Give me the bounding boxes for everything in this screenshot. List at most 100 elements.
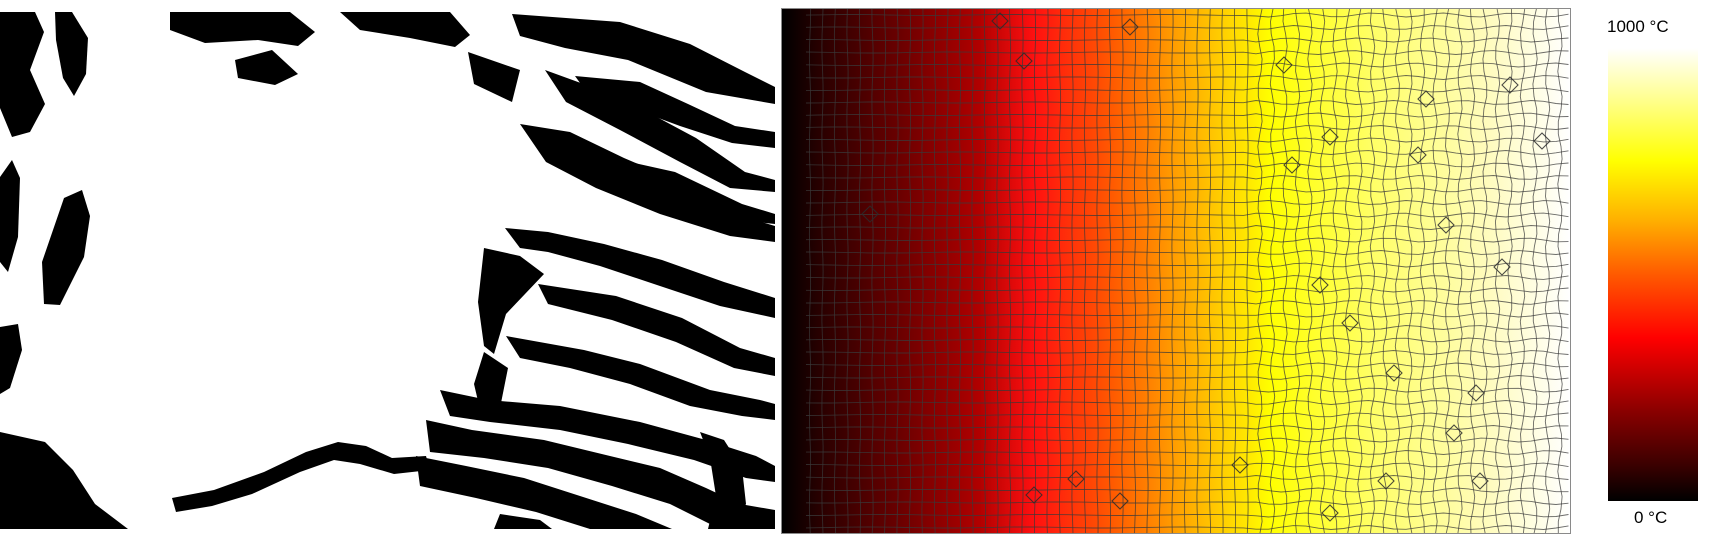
mesh-diamond-cell [1467, 384, 1485, 402]
binary-dark-region-lower-band-3 [416, 456, 672, 529]
mesh-horizontal-line [805, 212, 1569, 218]
mesh-vertical-line [933, 9, 937, 533]
mesh-vertical-line [1096, 9, 1099, 533]
mesh-horizontal-line [805, 187, 1569, 193]
thermal-mesh-grid [805, 9, 1569, 533]
mesh-vertical-line [1221, 9, 1224, 533]
mesh-vertical-line [1294, 9, 1301, 533]
mesh-vertical-line [1494, 9, 1501, 533]
mesh-diamond-cell [1501, 76, 1519, 94]
mesh-diamond-cell [991, 12, 1009, 30]
binary-dark-region-top-band-8 [575, 76, 775, 148]
mesh-diamond-cell [1445, 424, 1463, 442]
binary-dark-region-left-mid-2 [42, 190, 90, 305]
binary-dark-region-middle-band-3 [538, 284, 775, 376]
mesh-horizontal-line [806, 37, 1569, 43]
mesh-vertical-line [1282, 9, 1288, 533]
mesh-horizontal-line [805, 225, 1569, 230]
mesh-diamond-cell [1231, 456, 1249, 474]
binary-dark-region-top-band-2 [235, 50, 298, 85]
mesh-vertical-line [1058, 9, 1062, 533]
mesh-horizontal-line [805, 25, 1569, 30]
mesh-horizontal-line [806, 250, 1569, 255]
mesh-vertical-line [1033, 9, 1037, 533]
mesh-horizontal-line [805, 62, 1569, 68]
mesh-vertical-line [1457, 9, 1463, 533]
binary-dark-region-left-top-2 [55, 12, 88, 96]
mesh-diamond-cell [1533, 132, 1551, 150]
binary-microstructure-image [0, 12, 775, 529]
mesh-horizontal-line [805, 400, 1569, 405]
mesh-horizontal-line [805, 112, 1569, 118]
mesh-diamond-cell [1067, 470, 1085, 488]
binary-dark-region-top-band-6 [545, 70, 775, 192]
mesh-vertical-line [1208, 9, 1212, 533]
thermal-mesh-panel [781, 8, 1571, 534]
binary-dark-region-lower-band-1 [440, 390, 775, 482]
mesh-horizontal-line [805, 387, 1569, 393]
mesh-vertical-line [1071, 9, 1074, 533]
mesh-vertical-line [1008, 9, 1012, 533]
mesh-vertical-line [958, 9, 962, 533]
mesh-vertical-line [1046, 9, 1049, 533]
mesh-diamond-cell [1437, 216, 1455, 234]
mesh-horizontal-line [805, 412, 1569, 418]
mesh-vertical-line [983, 9, 987, 533]
binary-dark-region-lower-grain-boundary [172, 442, 430, 512]
binary-dark-region-middle-band-1 [505, 228, 775, 318]
mesh-vertical-line [1444, 9, 1451, 533]
mesh-vertical-line [1246, 9, 1249, 533]
mesh-horizontal-line [805, 287, 1569, 293]
mesh-diamond-cell [1283, 156, 1301, 174]
mesh-vertical-line [1519, 9, 1526, 533]
binary-dark-region-top-band-5 [512, 14, 775, 104]
mesh-vertical-line [1557, 9, 1563, 533]
mesh-vertical-line [1332, 9, 1338, 533]
mesh-vertical-line [1133, 9, 1137, 533]
mesh-horizontal-line [805, 75, 1569, 80]
binary-dark-region-left-mid [0, 160, 20, 272]
mesh-horizontal-line [805, 500, 1569, 505]
mesh-diamond-cell [1321, 504, 1339, 522]
mesh-vertical-line [996, 9, 999, 533]
mesh-horizontal-line [805, 375, 1569, 380]
legend-max-label: 1000 °C [1607, 17, 1669, 36]
mesh-vertical-line [1146, 9, 1149, 533]
binary-dark-region-left-bottom-2 [0, 432, 128, 529]
mesh-horizontal-line [805, 437, 1569, 443]
mesh-diamond-cell [1025, 486, 1043, 504]
mesh-horizontal-line [805, 337, 1569, 343]
mesh-vertical-line [833, 9, 837, 533]
mesh-vertical-line [1319, 9, 1326, 533]
mesh-horizontal-line [806, 300, 1569, 305]
mesh-vertical-line [1357, 9, 1363, 533]
mesh-vertical-line [1307, 9, 1313, 533]
mesh-diamond-cell [1409, 146, 1427, 164]
mesh-horizontal-line [805, 50, 1569, 55]
mesh-horizontal-line [805, 275, 1569, 280]
mesh-diamond-cell [1311, 276, 1329, 294]
mesh-horizontal-line [805, 100, 1569, 105]
mesh-vertical-line [1507, 9, 1513, 533]
mesh-vertical-line [808, 9, 812, 533]
mesh-vertical-line [1382, 9, 1388, 533]
mesh-horizontal-line [805, 362, 1569, 368]
mesh-diamond-cell [1275, 56, 1293, 74]
mesh-vertical-line [1344, 9, 1351, 533]
mesh-vertical-line [1394, 9, 1401, 533]
binary-dark-region-bottom-center [494, 514, 552, 529]
binary-dark-region-left-top [0, 12, 45, 137]
mesh-diamond-cell [1377, 472, 1395, 490]
mesh-vertical-line [908, 9, 912, 533]
mesh-horizontal-line [805, 175, 1569, 180]
mesh-vertical-line [1158, 9, 1162, 533]
mesh-vertical-line [1544, 9, 1551, 533]
mesh-horizontal-line [805, 487, 1569, 493]
mesh-vertical-line [1021, 9, 1024, 533]
mesh-horizontal-line [806, 350, 1569, 355]
mesh-vertical-line [1121, 9, 1124, 533]
binary-dark-region-top-band-1 [170, 12, 315, 46]
legend-min-label: 0 °C [1634, 508, 1668, 527]
mesh-diamond-cell [1111, 492, 1129, 510]
mesh-horizontal-line [805, 450, 1569, 455]
